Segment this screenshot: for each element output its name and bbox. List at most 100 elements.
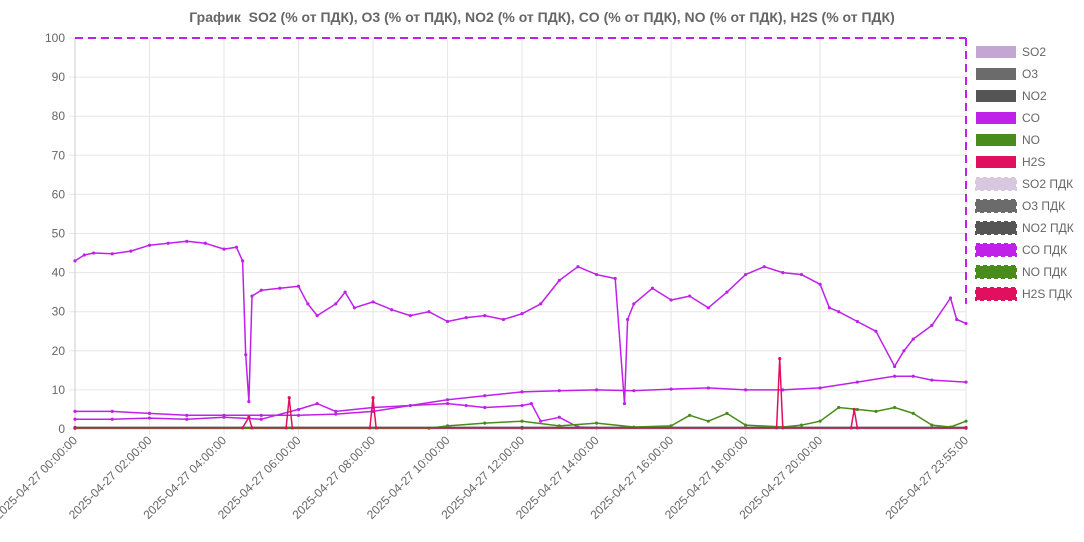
series-co-line-point: [244, 353, 248, 357]
series-co-line-point: [501, 317, 506, 322]
series-co-line-point: [166, 241, 170, 245]
series-co-line-point: [296, 284, 301, 288]
x-tick-label: 2025-04-27 12:00:00: [438, 433, 527, 522]
series-no-line-point: [930, 423, 934, 427]
series-co-line-point: [520, 312, 524, 316]
series-co-low2-line-point: [529, 401, 533, 406]
series-co-line-point: [92, 251, 96, 255]
series-co-line-point: [278, 286, 282, 290]
series-co-low-line-point: [520, 390, 524, 394]
y-tick-label: 90: [52, 70, 66, 84]
series-co-low2-line-point: [259, 417, 263, 421]
series-co-line-point: [837, 310, 841, 314]
series-co-low-line-point: [147, 411, 152, 415]
series-co-low-line-point: [930, 378, 934, 382]
series-co-line-point: [632, 302, 636, 306]
series-co-line-point: [250, 294, 254, 298]
x-tick-label: 2025-04-27 08:00:00: [289, 433, 378, 522]
series-co-line-point: [911, 337, 915, 341]
series-co-line-point: [706, 306, 710, 310]
series-no-line-point: [799, 423, 804, 427]
series-no-line-point: [743, 423, 748, 427]
series-co-line-point: [234, 245, 239, 249]
legend-label-no-пдк: NO ПДК: [1022, 265, 1067, 279]
series-co-line-point: [874, 329, 878, 333]
legend-swatch-o3-пдк: [975, 199, 1017, 213]
series-no-line-point: [688, 413, 692, 417]
series-no-line: [75, 406, 967, 429]
series-co-line-point: [650, 286, 655, 290]
series-co-line-point: [390, 308, 394, 312]
series-co-line-point: [594, 272, 599, 277]
series-co-low2-line-point: [520, 403, 524, 408]
series-no-line-point: [874, 409, 878, 414]
series-co-low-line-point: [334, 412, 338, 416]
series-co-line-point: [948, 296, 953, 300]
series-no-line-point: [911, 411, 915, 415]
series-co-line-point: [964, 321, 968, 326]
legend-label-o3-пдк: O3 ПДК: [1022, 199, 1065, 213]
series-co-low2-line-point: [464, 403, 468, 408]
series-co-low-line-point: [911, 374, 915, 378]
series-h2s-line-point: [781, 426, 785, 430]
legend-swatch-no2: [976, 90, 1016, 102]
series-no-line-point: [892, 405, 897, 410]
legend-swatch-no-пдк: [975, 265, 1017, 279]
series-no-line-point: [837, 405, 841, 410]
series-co-line-point: [343, 290, 347, 294]
series-co-line-point: [743, 272, 748, 277]
legend-swatch-co-пдк: [975, 243, 1017, 257]
series-co-low2-line-point: [185, 417, 189, 421]
series-co-line-point: [688, 294, 692, 298]
y-tick-label: 100: [45, 31, 65, 45]
series-co-line-point: [539, 302, 543, 306]
legend-swatch-so2-пдк: [975, 177, 1017, 191]
legend-label-h2s: H2S: [1022, 155, 1045, 169]
series-co-low-line-point: [296, 413, 301, 417]
series-co-low-line-point: [855, 380, 859, 384]
series-co-low-line-point: [110, 409, 114, 414]
series-co-line-point: [352, 306, 357, 310]
series-co-low-line-point: [259, 413, 263, 417]
series-h2s-line-point: [284, 426, 288, 430]
series-co-line-point: [82, 253, 86, 257]
series-h2s-line-point: [368, 426, 372, 430]
series-no-line-point: [855, 407, 859, 412]
series-h2s-line-point: [371, 396, 375, 400]
x-tick-label: 2025-04-27 23:55:00: [882, 433, 971, 522]
y-tick-label: 30: [52, 305, 66, 319]
legend-label-so2: SO2: [1022, 45, 1046, 59]
series-co-line-point: [827, 306, 832, 310]
y-tick-label: 40: [52, 266, 66, 280]
x-tick-label: 2025-04-27 02:00:00: [66, 433, 155, 522]
series-co-low-line-point: [964, 380, 968, 384]
legend-swatch-o3: [976, 68, 1016, 80]
series-co-line-point: [955, 317, 959, 322]
series-co-low-line-point: [818, 386, 822, 390]
series-co-low-line-point: [557, 389, 561, 393]
series-co-low-line-point: [706, 386, 710, 390]
series-co-line-point: [818, 282, 822, 286]
legend-label-so2-пдк: SO2 ПДК: [1022, 177, 1073, 191]
series-h2s-line-point: [852, 407, 856, 412]
series-co-low-line-point: [594, 388, 599, 392]
series-co-line: [74, 240, 967, 405]
series-co-line-point: [464, 315, 468, 320]
legend-label-o3: O3: [1022, 67, 1038, 81]
series-co-low-line-point: [632, 389, 636, 393]
series-no-line-point: [445, 424, 450, 428]
series-no-line-point: [483, 421, 487, 425]
y-tick-label: 80: [52, 109, 66, 123]
series-co-low-line: [75, 375, 967, 417]
series-co-low2-line-point: [408, 403, 412, 408]
series-co-line-point: [855, 319, 859, 324]
series-co-line-point: [892, 364, 897, 369]
series-co-low2-line-point: [147, 416, 152, 420]
legend-label-no2: NO2: [1022, 89, 1047, 103]
series-co-line-point: [73, 259, 77, 263]
series-no-line-point: [706, 419, 710, 423]
legend-swatch-h2s: [976, 156, 1016, 168]
series-co-line-point: [576, 265, 580, 269]
